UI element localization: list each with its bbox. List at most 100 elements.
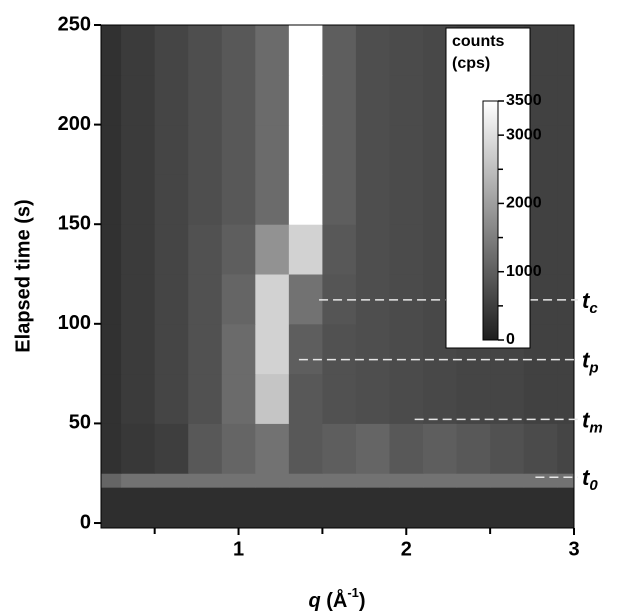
heatmap-cell: [490, 473, 525, 488]
heatmap-cell: [255, 274, 290, 325]
y-tick-label: 100: [58, 312, 91, 334]
y-tick-label: 50: [69, 412, 91, 434]
heatmap-cell: [154, 174, 189, 225]
heatmap-cell: [423, 423, 458, 474]
heatmap-cell: [221, 74, 256, 126]
colorbar-title: (cps): [452, 55, 490, 72]
heatmap-cell: [101, 224, 122, 275]
heatmap-cell: [355, 323, 390, 375]
x-label-close: ): [359, 590, 366, 612]
y-axis-label: Elapsed time (s): [12, 199, 34, 352]
heatmap-cell: [221, 25, 256, 76]
annotation-label: tm: [582, 407, 603, 436]
heatmap-cell: [121, 274, 156, 325]
heatmap-cell: [557, 174, 574, 225]
heatmap-cell: [188, 174, 223, 225]
x-label-unit: (Å: [326, 588, 347, 612]
annotation-text: t: [582, 288, 591, 313]
heatmap-cell: [288, 274, 323, 325]
y-tick-label: 150: [58, 212, 91, 234]
heatmap-cell: [389, 224, 424, 275]
heatmap-cell: [188, 473, 223, 488]
heatmap-cell: [288, 373, 323, 424]
heatmap-cell: [255, 373, 290, 424]
heatmap-cell: [255, 124, 290, 175]
heatmap-cell: [389, 373, 424, 424]
heatmap-cell: [322, 25, 357, 76]
x-tick-label: 1: [233, 538, 244, 560]
heatmap-cell: [221, 487, 256, 528]
heatmap-cell: [101, 74, 122, 126]
heatmap-cell: [121, 224, 156, 275]
heatmap-cell: [255, 25, 290, 76]
y-tick-label: 0: [80, 511, 91, 533]
heatmap-cell: [456, 373, 491, 424]
heatmap-cell: [221, 473, 256, 488]
heatmap-cell: [121, 473, 156, 488]
heatmap-cell: [154, 487, 189, 528]
heatmap-cell: [288, 323, 323, 375]
heatmap-cell: [389, 487, 424, 528]
heatmap-cell: [322, 373, 357, 424]
heatmap-cell: [322, 473, 357, 488]
annotation-subscript: 0: [589, 477, 598, 494]
heatmap-cell: [121, 323, 156, 375]
heatmap-cell: [255, 74, 290, 126]
heatmap-cell: [423, 473, 458, 488]
heatmap-cell: [255, 174, 290, 225]
heatmap-cell: [423, 487, 458, 528]
heatmap-cell: [355, 423, 390, 474]
heatmap-cell: [288, 487, 323, 528]
heatmap-cell: [255, 487, 290, 528]
heatmap-cell: [188, 74, 223, 126]
heatmap-cell: [557, 224, 574, 275]
x-tick-label: 2: [401, 538, 412, 560]
heatmap-cell: [389, 74, 424, 126]
heatmap-cell: [221, 323, 256, 375]
heatmap-cell: [322, 174, 357, 225]
heatmap-cell: [523, 473, 558, 488]
heatmap-cell: [255, 423, 290, 474]
heatmap-cell: [154, 274, 189, 325]
heatmap-cell: [188, 224, 223, 275]
heatmap-cell: [101, 25, 122, 76]
heatmap-cell: [121, 174, 156, 225]
x-tick-label: 3: [568, 538, 579, 560]
heatmap-cell: [288, 473, 323, 488]
heatmap-cell: [101, 487, 122, 528]
heatmap-cell: [221, 224, 256, 275]
heatmap-cell: [557, 487, 574, 528]
heatmap-cell: [121, 423, 156, 474]
heatmap-cell: [101, 473, 122, 488]
heatmap-cell: [101, 124, 122, 175]
heatmap-cell: [490, 373, 525, 424]
heatmap-cell: [154, 74, 189, 126]
heatmap-cell: [389, 423, 424, 474]
colorbar-tick-label: 3000: [506, 126, 542, 143]
heatmap-cell: [221, 274, 256, 325]
heatmap-cell: [355, 487, 390, 528]
heatmap-cell: [288, 25, 323, 76]
heatmap-cell: [188, 25, 223, 76]
heatmap-cell: [101, 274, 122, 325]
heatmap-cell: [154, 323, 189, 375]
colorbar-tick-label: 3500: [506, 92, 542, 109]
heatmap-cell: [288, 224, 323, 275]
heatmap-cell: [456, 423, 491, 474]
annotation-text: t: [582, 407, 591, 432]
heatmap-cell: [355, 224, 390, 275]
y-tick-label: 250: [58, 13, 91, 35]
heatmap-cell: [389, 174, 424, 225]
heatmap-cell: [188, 124, 223, 175]
heatmap-cell: [101, 373, 122, 424]
annotation-label: t0: [582, 465, 598, 494]
heatmap-cell: [288, 174, 323, 225]
heatmap-cell: [557, 74, 574, 126]
heatmap-cell: [188, 373, 223, 424]
heatmap-cell: [322, 423, 357, 474]
heatmap-cell: [188, 487, 223, 528]
colorbar: [482, 100, 499, 341]
heatmap-cell: [355, 373, 390, 424]
heatmap-cell: [188, 423, 223, 474]
